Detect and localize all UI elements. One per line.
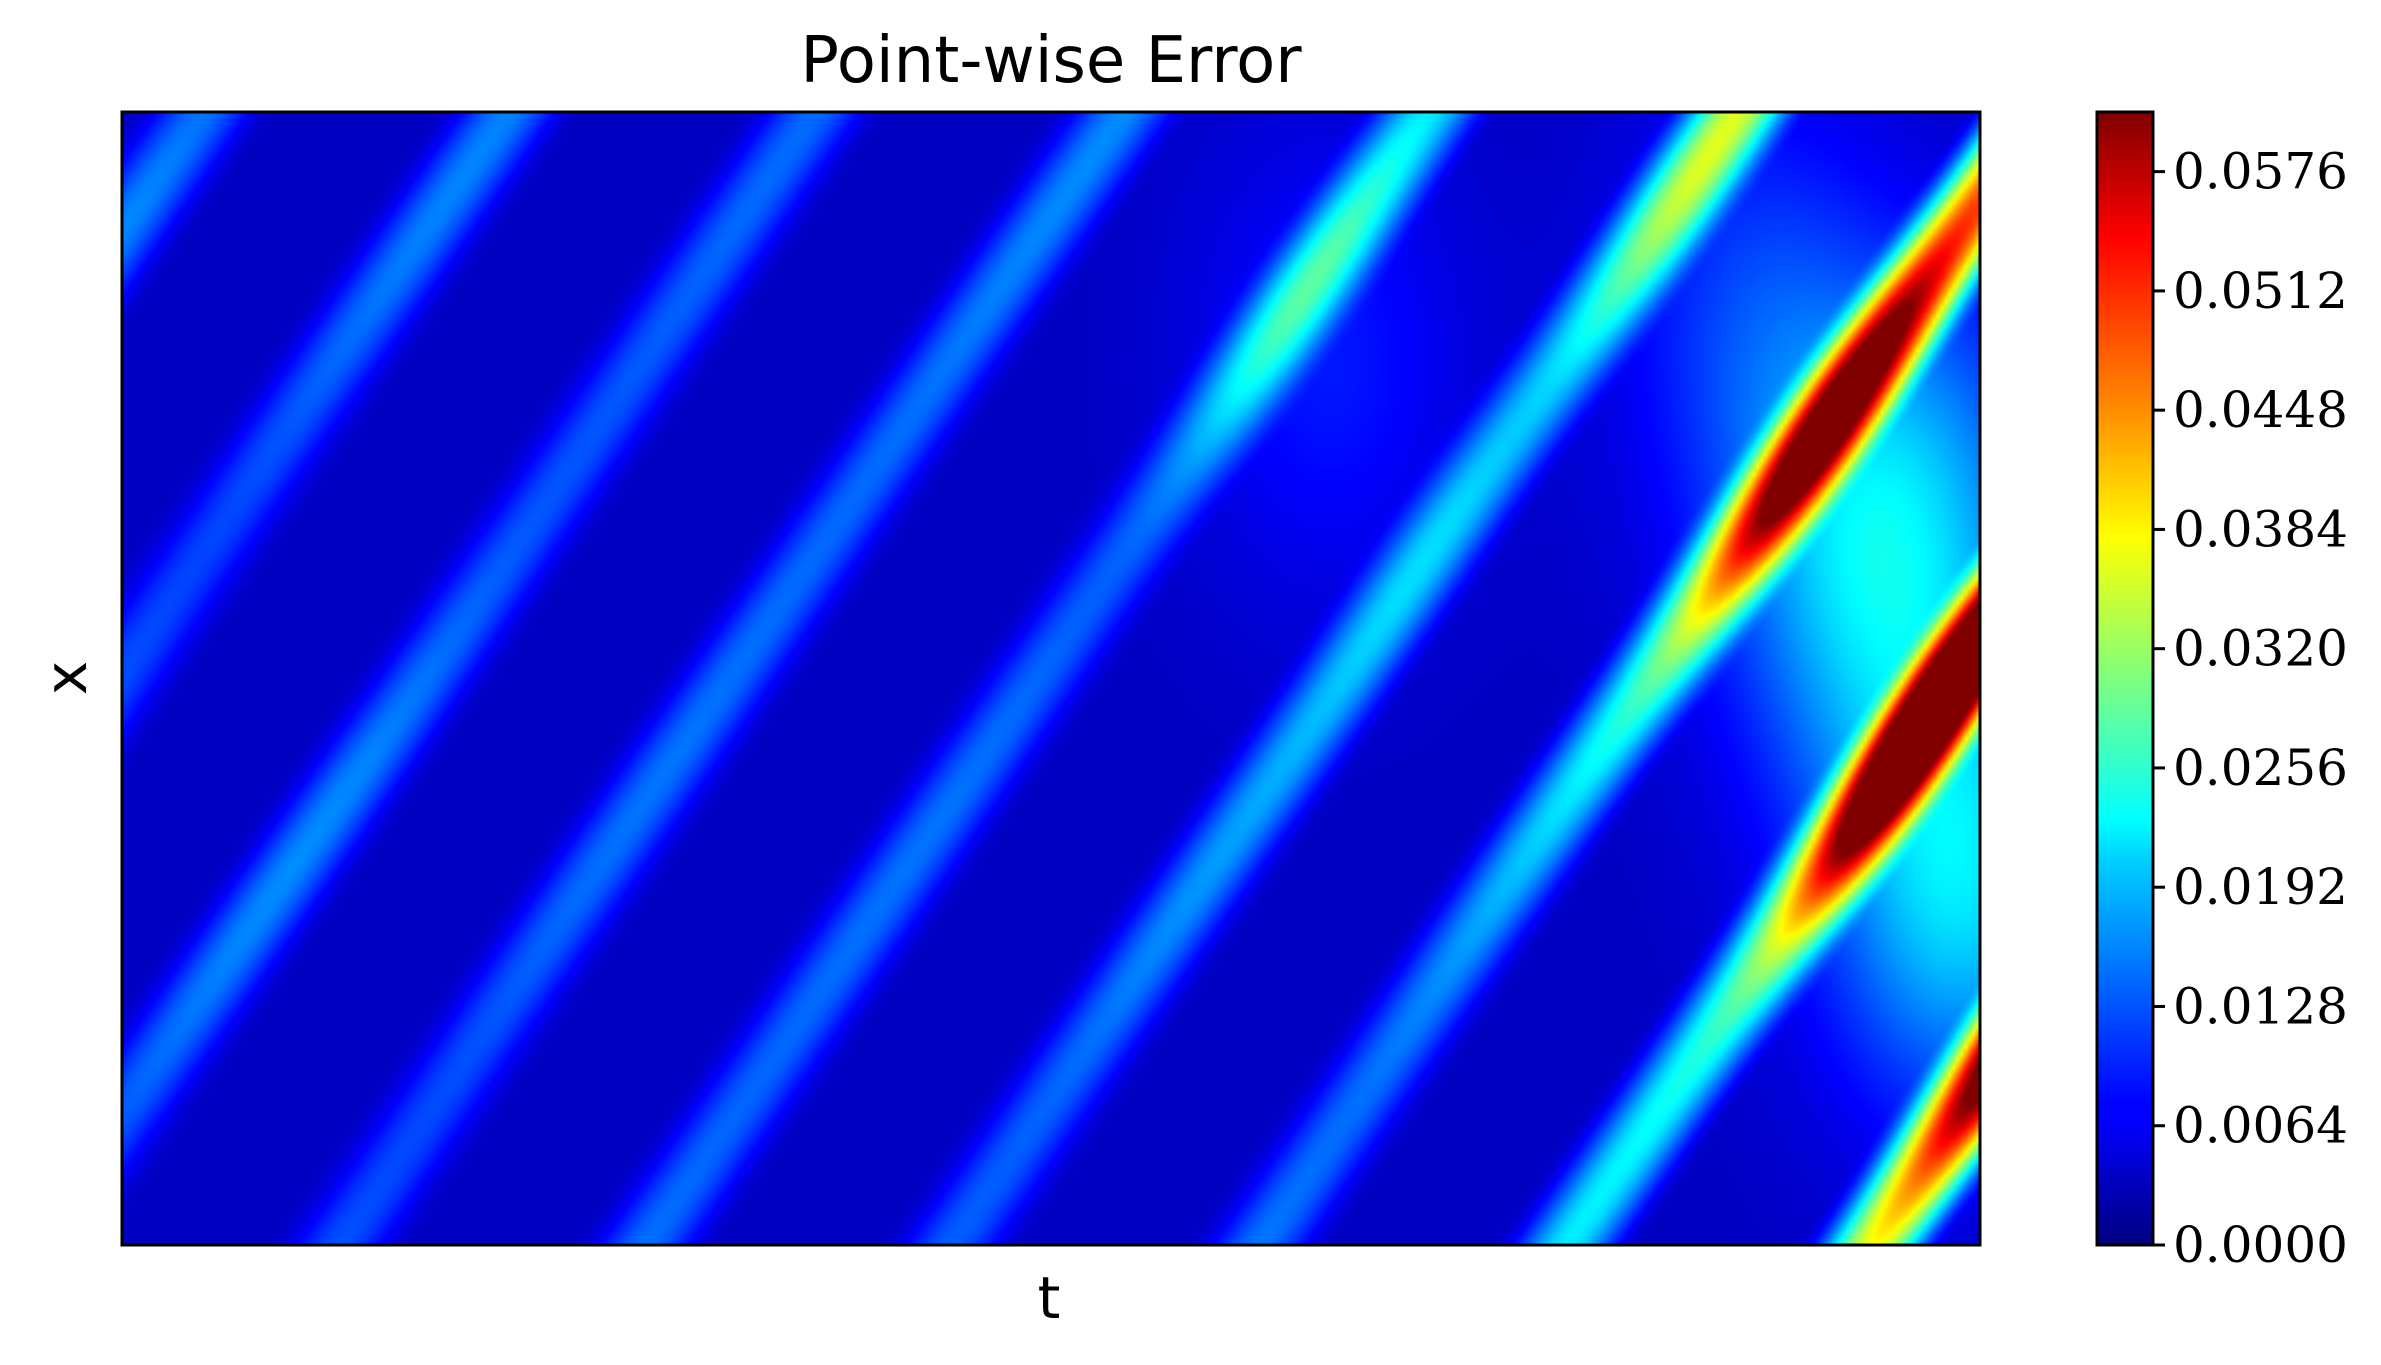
plot-frame bbox=[120, 110, 1982, 1247]
colorbar-tick-label: 0.0064 bbox=[2173, 1097, 2348, 1155]
colorbar-tick-label: 0.0448 bbox=[2173, 381, 2348, 439]
x-axis-label: t bbox=[1038, 1264, 1061, 1332]
colorbar-tick-label: 0.0576 bbox=[2173, 143, 2348, 201]
colorbar-tick-label: 0.0000 bbox=[2173, 1216, 2348, 1274]
colorbar-tick-label: 0.0512 bbox=[2173, 262, 2348, 320]
chart-title: Point-wise Error bbox=[800, 24, 1302, 98]
colorbar-tick-label: 0.0256 bbox=[2173, 739, 2348, 797]
colorbar-tick-label: 0.0320 bbox=[2173, 620, 2348, 678]
colorbar bbox=[2095, 110, 2155, 1247]
colorbar-ticks: 0.0000 0.0064 0.0128 0.0192 0.0256 0.0320 0.03… bbox=[2153, 143, 2348, 1274]
colorbar-tick-label: 0.0192 bbox=[2173, 858, 2348, 916]
y-axis-label: x bbox=[32, 661, 100, 695]
colorbar-tick-label: 0.0384 bbox=[2173, 500, 2348, 558]
heatmap-image bbox=[122, 112, 1980, 1245]
colorbar-tick-label: 0.0128 bbox=[2173, 977, 2348, 1035]
